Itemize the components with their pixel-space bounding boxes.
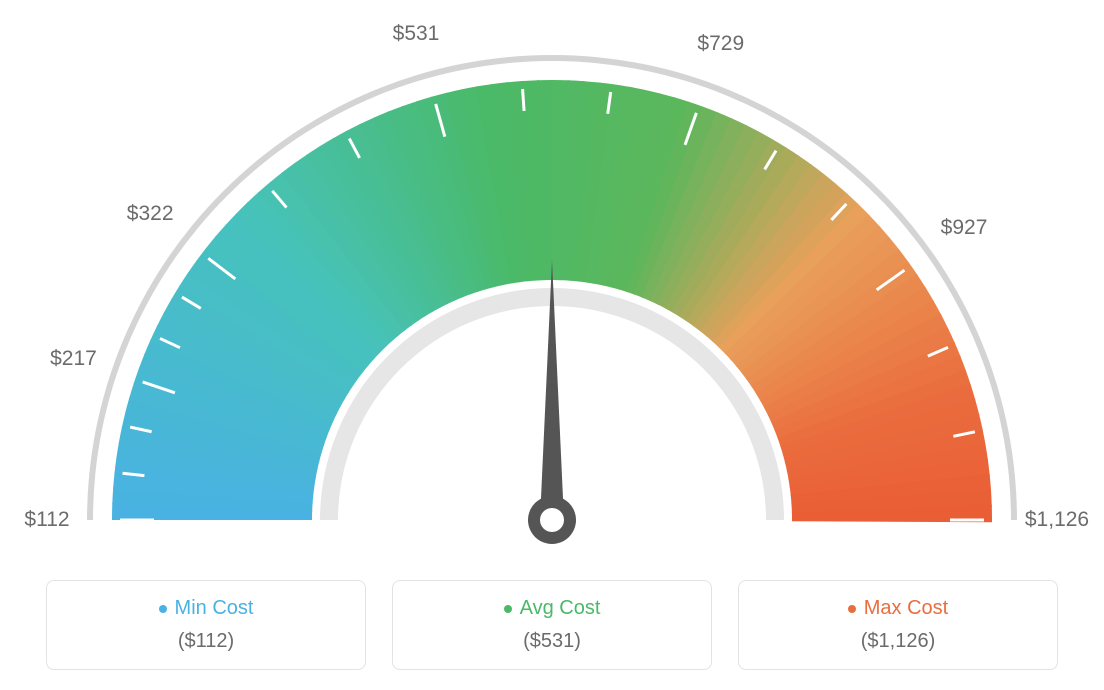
legend-card-max: Max Cost ($1,126) xyxy=(738,580,1058,670)
legend-title-max: Max Cost xyxy=(848,597,948,620)
gauge-tick-label: $531 xyxy=(393,22,440,46)
gauge-tick-label: $112 xyxy=(24,508,69,532)
cost-gauge: $112 $217 $322 $531 $729 $927 $1,126 xyxy=(0,0,1104,560)
legend-value-min: ($112) xyxy=(178,630,234,653)
legend-title-avg: Avg Cost xyxy=(504,597,601,620)
legend-label-avg: Avg Cost xyxy=(520,597,601,620)
gauge-svg xyxy=(0,0,1104,560)
gauge-tick-label: $217 xyxy=(50,347,97,371)
gauge-tick-label: $322 xyxy=(127,202,174,226)
legend-label-min: Min Cost xyxy=(175,597,254,620)
gauge-tick-label: $729 xyxy=(697,32,744,56)
legend-dot-avg xyxy=(504,605,512,613)
legend-row: Min Cost ($112) Avg Cost ($531) Max Cost… xyxy=(0,580,1104,670)
legend-card-avg: Avg Cost ($531) xyxy=(392,580,712,670)
legend-value-avg: ($531) xyxy=(523,630,581,653)
legend-card-min: Min Cost ($112) xyxy=(46,580,366,670)
legend-title-min: Min Cost xyxy=(159,597,254,620)
legend-value-max: ($1,126) xyxy=(861,630,936,653)
legend-label-max: Max Cost xyxy=(864,597,948,620)
legend-dot-min xyxy=(159,605,167,613)
gauge-tick-label: $927 xyxy=(941,216,988,240)
gauge-tick-label: $1,126 xyxy=(1025,508,1089,532)
legend-dot-max xyxy=(848,605,856,613)
